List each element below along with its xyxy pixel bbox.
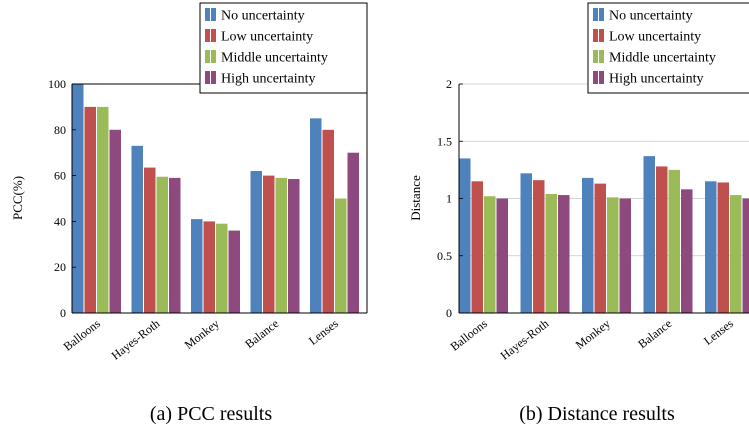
bar [607,197,619,313]
bar [717,182,729,313]
legend-label: Low uncertainty [609,30,701,45]
bar [656,166,668,313]
legend-swatch [593,71,598,84]
bar [97,106,109,314]
bar [594,183,606,313]
bar [496,198,508,313]
bar [705,181,717,313]
bar [288,179,300,313]
legend-swatch [205,71,210,84]
y-axis-label: Distance [408,175,423,221]
legend-label: No uncertainty [609,9,693,24]
bar [347,152,359,313]
bar [216,223,228,313]
y-tick-label: 20 [54,260,66,274]
bar [459,158,471,313]
y-tick-label: 0 [446,306,452,320]
bar [681,189,693,313]
bar [619,198,631,313]
bar [643,156,655,313]
bar [742,198,749,313]
y-axis-label: PCC(%) [10,176,25,220]
legend-label: Middle uncertainty [609,51,716,66]
bar [169,177,181,313]
legend-swatch [211,71,216,84]
bar [131,145,143,313]
y-tick-label: 0.5 [437,249,452,263]
legend-label: Low uncertainty [221,30,313,45]
legend: No uncertainty Low uncertainty Middle unce… [199,2,368,94]
x-tick-label: Balance [635,316,674,351]
bar [545,193,557,313]
panel-a: Balloons Hayes-Roth Monkey Balance Lenses 0 20… [10,2,368,425]
legend-swatch [205,50,210,63]
x-tick-label: Lenses [701,316,736,348]
bar [730,195,742,313]
caption: (b) Distance results [519,403,675,425]
bar [84,106,96,314]
bar [250,171,262,313]
bar [109,129,121,313]
bar [191,219,203,313]
y-tick-label: 60 [54,169,66,183]
bar [275,177,287,313]
bar [520,173,532,313]
y-tick-label: 80 [54,123,66,137]
bar [668,169,680,313]
bar [263,175,275,313]
bar [533,180,545,313]
legend-swatch [211,29,216,42]
bar [228,230,240,313]
y-tick-label: 1.5 [437,134,452,148]
panel-b: Balloons Hayes-Roth Monkey Balance Lenses 0 0.… [408,2,749,425]
legend-label: High uncertainty [221,72,315,87]
bar [203,221,215,313]
legend-label: No uncertainty [221,9,305,24]
legend-swatch [593,50,598,63]
legend-swatch [599,29,604,42]
caption: (a) PCC results [150,403,272,425]
legend-swatch [205,8,210,21]
x-tick-label: Balloons [61,316,104,354]
bar [156,176,168,313]
bar [144,167,156,313]
bar [558,195,570,313]
x-tick-label: Hayes-Roth [498,316,552,362]
legend-box [199,2,368,94]
legend-swatch [205,29,210,42]
x-tick-label: Monkey [573,316,613,352]
x-tick-label: Balloons [448,316,491,354]
y-tick-label: 0 [60,306,66,320]
x-tick-label: Hayes-Roth [109,316,163,362]
legend-label: High uncertainty [609,72,703,87]
bar [582,177,594,313]
bar [72,84,84,313]
y-tick-label: 100 [48,77,66,91]
y-tick-label: 2 [446,77,452,91]
legend-swatch [211,50,216,63]
legend-box [587,2,749,94]
legend-swatch [599,8,604,21]
y-tick-label: 40 [54,214,66,228]
legend: No uncertainty Low uncertainty Middle unce… [587,2,749,94]
legend-swatch [211,8,216,21]
legend-swatch [599,71,604,84]
legend-swatch [593,29,598,42]
bar [335,198,347,313]
legend-swatch [599,50,604,63]
x-tick-label: Monkey [182,316,222,352]
bar [310,118,322,313]
x-tick-label: Lenses [306,316,341,348]
y-tick-label: 1 [446,192,452,206]
bar [484,196,496,313]
bar [471,181,483,313]
legend-swatch [593,8,598,21]
legend-label: Middle uncertainty [221,51,328,66]
bar [322,129,334,313]
x-tick-label: Balance [242,316,281,351]
